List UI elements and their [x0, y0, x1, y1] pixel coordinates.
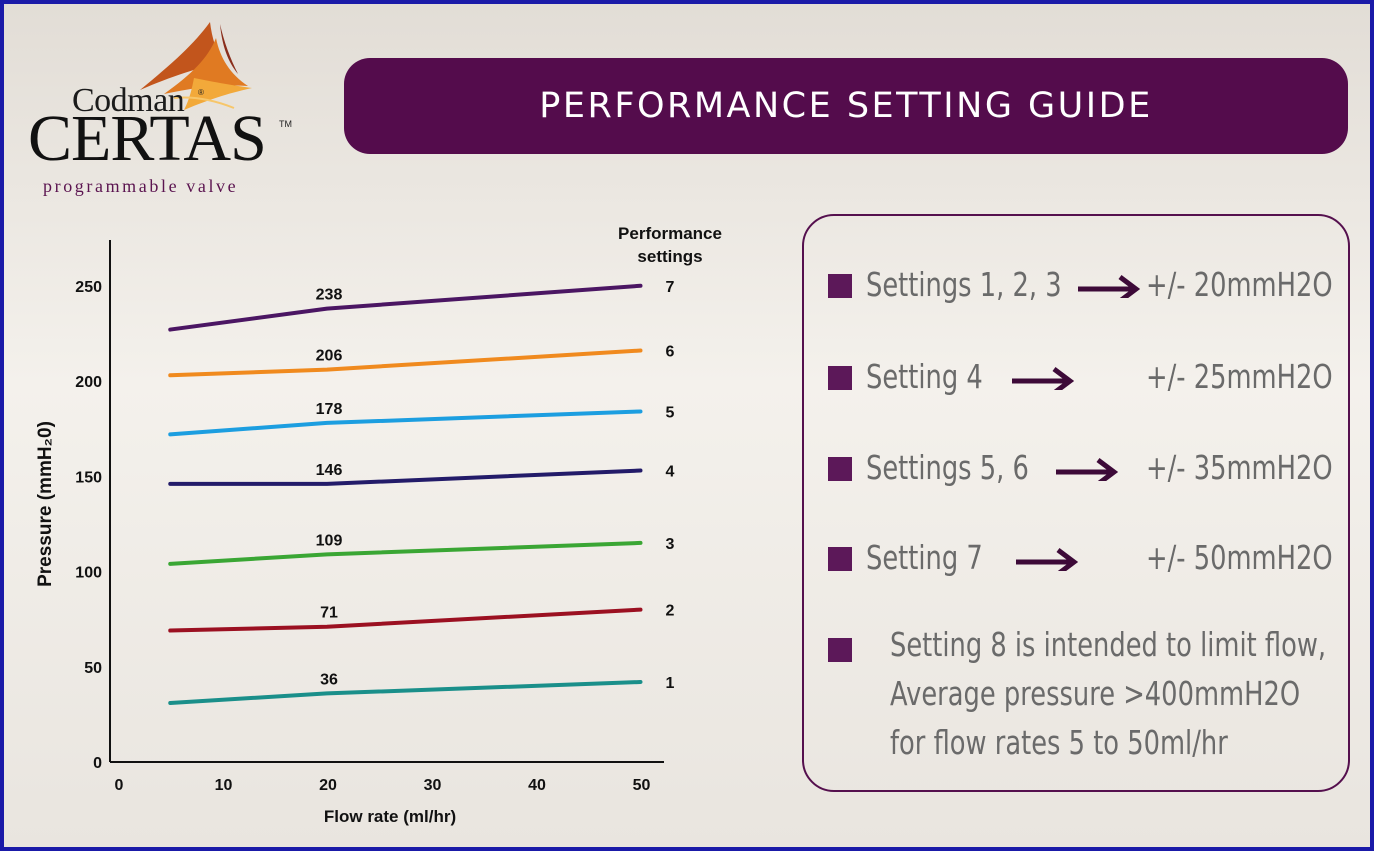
logo-brand: Codman: [72, 82, 185, 119]
arrow-right-icon: [1012, 367, 1074, 390]
series-name-label: 2: [666, 603, 675, 620]
y-axis-label: Pressure (mmH₂0): [35, 421, 56, 587]
logo-tagline: programmable valve: [43, 176, 239, 196]
series-line-4: [168, 468, 643, 486]
legend-item-label: Settings 1, 2, 3: [866, 265, 1062, 304]
x-tick-label: 20: [319, 777, 337, 794]
legend-item-value: +/- 25mmH2O: [1146, 357, 1333, 396]
series-name-label: 5: [666, 404, 675, 421]
y-tick-label: 200: [75, 374, 102, 391]
codman-certas-logo: Codman ® CERTAS TM programmable valve: [24, 18, 304, 203]
x-tick-label: 30: [424, 777, 442, 794]
series-name-label: 6: [666, 344, 675, 361]
legend-item-value: +/- 35mmH2O: [1146, 448, 1333, 487]
legend-item-label: Setting 4: [866, 357, 983, 396]
logo-registered: ®: [198, 88, 204, 97]
legend-note: Setting 8 is intended to limit flow, Ave…: [890, 625, 1327, 762]
legend-title-line: settings: [637, 247, 702, 266]
bullet-icon: [828, 638, 852, 662]
x-axis-label: Flow rate (ml/hr): [324, 807, 456, 826]
arrow-right-icon: [1056, 458, 1118, 481]
series-line-7: [168, 283, 643, 332]
y-tick-label: 50: [84, 660, 102, 677]
data-label: 146: [316, 462, 343, 479]
slide-frame: Codman ® CERTAS TM programmable valve PE…: [4, 4, 1370, 847]
data-label: 206: [316, 348, 343, 365]
bullet-icon: [828, 547, 852, 571]
arrow-right-icon: [1078, 275, 1140, 298]
y-tick-label: 250: [75, 279, 102, 296]
bullet-icon: [828, 366, 852, 390]
data-label: 36: [320, 671, 338, 688]
bullet-icon: [828, 457, 852, 481]
legend-note-item: [828, 628, 852, 662]
title-banner: PERFORMANCE SETTING GUIDE: [344, 58, 1348, 154]
data-label: 109: [316, 532, 343, 549]
x-tick-label: 10: [215, 777, 233, 794]
x-tick-label: 0: [115, 777, 124, 794]
legend-item: [828, 537, 852, 571]
legend-item-value: +/- 50mmH2O: [1146, 538, 1333, 577]
flame-icon: [140, 22, 252, 110]
series-line-5: [168, 409, 643, 437]
series-name-label: 4: [666, 464, 675, 481]
data-label: 238: [316, 287, 343, 304]
series-name-label: 7: [666, 279, 675, 296]
arrow-right-icon: [1016, 548, 1078, 571]
tolerance-legend-box: Settings 1, 2, 3 +/- 20mmH2O Setting 4 +…: [802, 214, 1350, 792]
y-tick-label: 100: [75, 565, 102, 582]
series-line-6: [168, 348, 643, 378]
legend-title-line: Performance: [618, 224, 722, 243]
series-name-label: 1: [666, 675, 675, 692]
page-title: PERFORMANCE SETTING GUIDE: [539, 86, 1153, 126]
legend-item: [828, 447, 852, 481]
series-name-label: 3: [666, 536, 675, 553]
legend-item-label: Settings 5, 6: [866, 448, 1029, 487]
series-line-3: [168, 540, 643, 566]
bullet-icon: [828, 274, 852, 298]
x-tick-label: 50: [633, 777, 651, 794]
x-tick-label: 40: [528, 777, 546, 794]
data-label: 71: [320, 605, 338, 622]
logo-product: CERTAS: [28, 102, 267, 175]
legend-item-label: Setting 7: [866, 538, 983, 577]
legend-item: [828, 356, 852, 390]
logo-trademark: TM: [279, 119, 292, 129]
series-line-1: [168, 679, 643, 705]
series-line-2: [168, 607, 643, 633]
y-tick-label: 0: [93, 755, 102, 772]
legend-item-value: +/- 20mmH2O: [1146, 265, 1333, 304]
data-label: 178: [316, 401, 343, 418]
legend-item: [828, 264, 852, 298]
y-tick-label: 150: [75, 469, 102, 486]
